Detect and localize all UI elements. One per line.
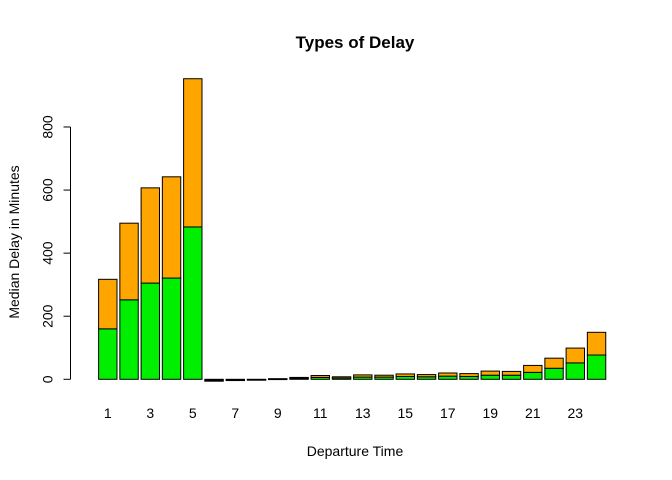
bar-5-series-2	[183, 78, 203, 228]
bar-24-series-1	[586, 354, 607, 380]
bar-4-series-2	[161, 176, 182, 279]
bar-6-series-2	[204, 379, 224, 382]
bar-22-series-2	[544, 357, 564, 369]
y-tick-label-400: 400	[40, 241, 56, 265]
bar-23-series-1	[565, 362, 585, 380]
bar-2-series-1	[119, 299, 139, 380]
bar-12-series-2	[331, 376, 352, 379]
x-tick-label-11: 11	[313, 405, 328, 421]
bar-24-series-2	[586, 331, 607, 356]
x-tick-label-5: 5	[189, 405, 197, 421]
bar-17-series-2	[438, 372, 458, 377]
x-axis-tick-labels: 1 3 5 7 9 11 13 15 17 19 21 23	[104, 405, 583, 421]
bar-20-series-2	[501, 370, 522, 376]
bar-1-series-2	[98, 278, 118, 330]
bar-10-series-2	[289, 376, 309, 379]
y-tick-label-800: 800	[40, 115, 56, 139]
bar-7-series-2	[225, 379, 246, 382]
bar-5-series-1	[183, 226, 203, 380]
x-tick-label-9: 9	[274, 405, 282, 421]
y-axis-label: Median Delay in Minutes	[6, 165, 22, 318]
bar-19-series-1	[480, 374, 501, 380]
x-tick-label-7: 7	[231, 405, 239, 421]
y-tick-label-200: 200	[40, 304, 56, 328]
bar-9-series-2	[268, 378, 288, 380]
y-tick-label-0: 0	[40, 375, 56, 383]
bar-8-series-2	[246, 379, 267, 381]
bar-21-series-1	[523, 371, 543, 380]
bar-14-series-2	[374, 374, 394, 378]
bar-4-series-1	[161, 277, 182, 380]
bar-16-series-2	[416, 374, 437, 378]
bar-2-series-2	[119, 222, 139, 301]
x-tick-label-13: 13	[355, 405, 371, 421]
bar-15-series-2	[395, 373, 416, 377]
bar-3-series-1	[140, 282, 161, 380]
y-axis-ticks: 0 200 400 600 800	[40, 115, 71, 383]
bar-1-series-1	[98, 328, 118, 380]
bar-20-series-1	[501, 374, 522, 380]
bar-22-series-1	[544, 367, 564, 380]
x-tick-label-15: 15	[398, 405, 414, 421]
x-tick-label-19: 19	[483, 405, 499, 421]
x-tick-label-23: 23	[568, 405, 584, 421]
bars-group	[98, 78, 607, 382]
bar-21-series-2	[523, 364, 543, 373]
chart-title: Types of Delay	[296, 33, 415, 52]
bar-18-series-2	[459, 373, 479, 377]
x-tick-label-1: 1	[104, 405, 112, 421]
x-tick-label-21: 21	[525, 405, 541, 421]
x-axis-label: Departure Time	[307, 443, 404, 459]
bar-19-series-2	[480, 370, 501, 376]
bar-3-series-2	[140, 187, 161, 284]
bar-23-series-2	[565, 347, 585, 364]
x-tick-label-17: 17	[440, 405, 456, 421]
bar-13-series-2	[353, 374, 373, 378]
y-tick-label-600: 600	[40, 178, 56, 202]
x-tick-label-3: 3	[146, 405, 154, 421]
bar-11-series-2	[310, 375, 331, 378]
